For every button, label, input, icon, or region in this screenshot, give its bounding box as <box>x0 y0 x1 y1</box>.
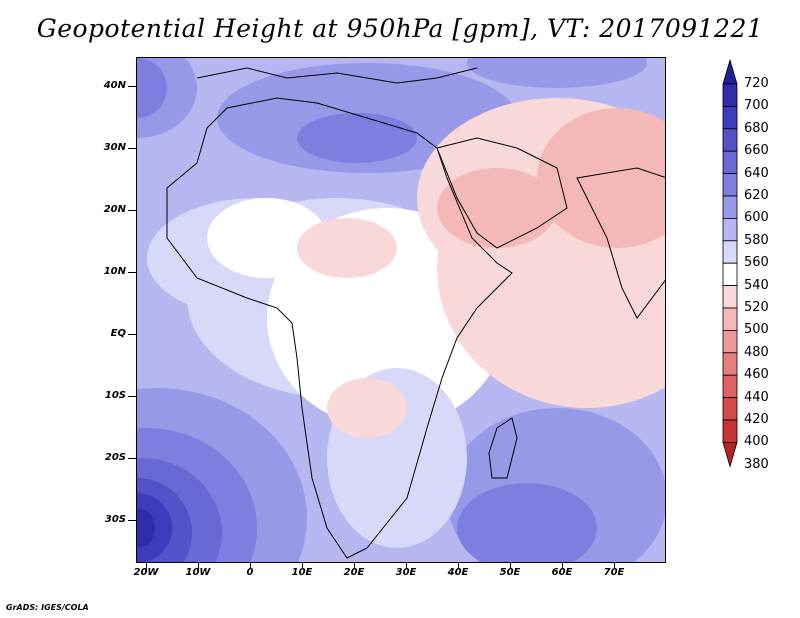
colorbar-top-arrow <box>722 58 738 85</box>
x-tick-0 <box>250 563 251 569</box>
colorbar-segment <box>722 173 738 197</box>
colorbar-label: 440 <box>744 389 769 405</box>
x-tick-10e <box>302 563 303 569</box>
geopotential-field <box>137 58 665 562</box>
x-label-20e: 20E <box>343 567 365 578</box>
colorbar-label: 700 <box>744 98 769 114</box>
x-label-70e: 70E <box>603 567 625 578</box>
y-label-eq: EQ <box>110 328 126 339</box>
y-label-20s: 20S <box>104 452 126 463</box>
y-tick-30n <box>128 148 136 149</box>
africa-coastline <box>166 97 513 559</box>
y-tick-20s <box>128 458 136 459</box>
colorbar-segment <box>722 397 738 421</box>
y-tick-30s <box>128 520 136 521</box>
x-tick-70e <box>614 563 615 569</box>
colorbar-label: 640 <box>744 165 769 181</box>
colorbar-label: 620 <box>744 188 769 203</box>
colorbar-segment <box>722 240 738 264</box>
x-label-40e: 40E <box>447 567 469 578</box>
colorbar-label: 380 <box>744 456 769 472</box>
colorbar-segment <box>722 150 738 174</box>
colorbar-label: 720 <box>744 76 769 91</box>
colorbar-label: 420 <box>744 412 769 427</box>
colorbar-label: 680 <box>744 120 769 136</box>
x-label-0: 0 <box>246 567 254 578</box>
y-label-10n: 10N <box>103 266 126 277</box>
y-tick-10n <box>128 272 136 273</box>
x-label-10e: 10E <box>291 567 313 578</box>
arabia-coastline <box>436 137 568 249</box>
colorbar-label: 500 <box>744 322 769 338</box>
colorbar-label: 580 <box>744 232 769 248</box>
colorbar-segment <box>722 329 738 354</box>
y-label-20n: 20N <box>103 204 126 215</box>
x-tick-60e <box>562 563 563 569</box>
y-label-40n: 40N <box>103 80 126 91</box>
colorbar-label: 460 <box>744 367 769 383</box>
colorbar-label: 520 <box>744 300 769 315</box>
colorbar-bottom-arrow <box>722 441 738 468</box>
colorbar-segment <box>722 262 738 286</box>
x-tick-10w <box>198 563 199 569</box>
x-tick-30e <box>406 563 407 569</box>
colorbar-segment <box>722 285 738 309</box>
colorbar <box>722 58 738 468</box>
x-label-20w: 20W <box>133 567 159 578</box>
y-tick-eq <box>128 334 136 335</box>
colorbar-segment <box>722 307 738 331</box>
x-label-50e: 50E <box>499 567 521 578</box>
credit-text: GrADS: IGES/COLA <box>6 603 89 612</box>
colorbar-label: 400 <box>744 434 769 450</box>
x-label-60e: 60E <box>551 567 573 578</box>
x-tick-20e <box>354 563 355 569</box>
colorbar-segment <box>722 217 738 242</box>
colorbar-segment <box>722 195 738 219</box>
colorbar-segment <box>722 419 738 443</box>
colorbar-label: 660 <box>744 143 769 159</box>
madagascar-coastline <box>488 417 518 479</box>
colorbar-label: 560 <box>744 255 769 271</box>
colorbar-segment <box>722 374 738 399</box>
y-label-30s: 30S <box>104 514 126 525</box>
india-coastline <box>576 167 665 319</box>
x-tick-40e <box>458 563 459 569</box>
x-tick-20w <box>146 563 147 569</box>
europe-coastline <box>196 67 478 84</box>
x-label-10w: 10W <box>185 567 211 578</box>
y-label-30n: 30N <box>103 142 126 153</box>
map-panel <box>136 57 666 563</box>
colorbar-segment <box>722 106 738 130</box>
colorbar-segment <box>722 83 738 107</box>
colorbar-label: 600 <box>744 210 769 226</box>
colorbar-segment <box>722 128 738 152</box>
y-label-10s: 10S <box>104 390 126 401</box>
x-label-30e: 30E <box>395 567 417 578</box>
x-tick-50e <box>510 563 511 569</box>
y-tick-20n <box>128 210 136 211</box>
y-tick-40n <box>128 86 136 87</box>
y-tick-10s <box>128 396 136 397</box>
colorbar-label: 540 <box>744 277 769 293</box>
map-title: Geopotential Height at 950hPa [gpm], VT:… <box>36 14 764 43</box>
colorbar-segment <box>722 352 738 376</box>
colorbar-label: 480 <box>744 344 769 360</box>
